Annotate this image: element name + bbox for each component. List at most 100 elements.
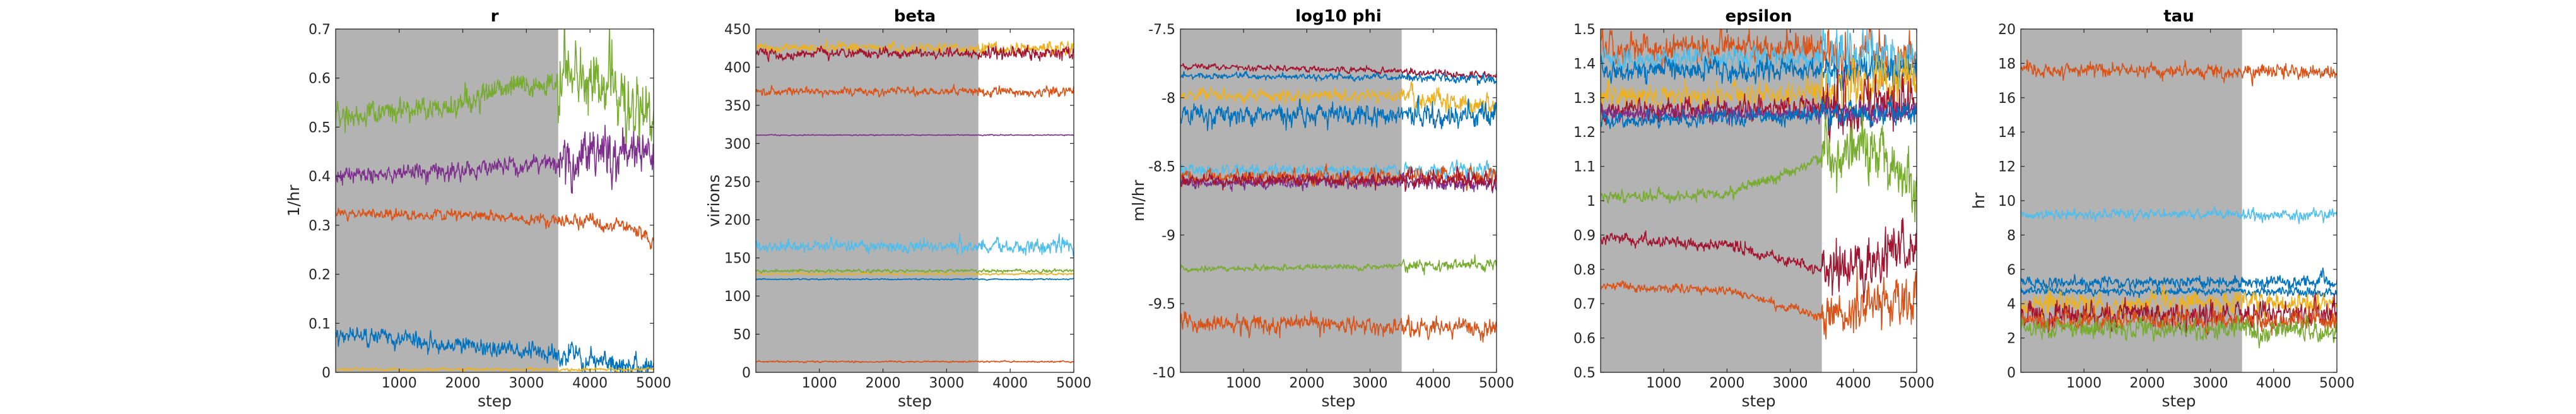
x-tick-label: 1000 xyxy=(802,376,837,391)
series-line-4 xyxy=(1180,95,1497,131)
y-tick-label: -10 xyxy=(1153,365,1175,381)
series-line-9 xyxy=(1601,217,1917,303)
axes-box xyxy=(335,28,654,373)
series-line-8 xyxy=(2021,312,2337,349)
y-tick-label: 1 xyxy=(1587,194,1596,210)
series-line-5 xyxy=(1601,69,1917,143)
y-tick-label: 16 xyxy=(1998,91,2016,107)
series-line-4 xyxy=(756,134,1074,136)
chart-title: beta xyxy=(894,7,936,26)
y-tick-label: 0.7 xyxy=(309,22,331,38)
y-tick-label: 1.3 xyxy=(1573,91,1596,107)
series-line-6 xyxy=(2021,292,2337,337)
x-axis-label: step xyxy=(1741,392,1775,410)
y-tick-label: 1.4 xyxy=(1573,56,1596,72)
series-line-3 xyxy=(756,84,1074,98)
series-line-2 xyxy=(336,124,654,194)
y-tick-label: 0 xyxy=(742,365,751,381)
x-tick-label: 3000 xyxy=(509,376,544,391)
series-line-9 xyxy=(1180,254,1497,276)
y-tick-label: 0.5 xyxy=(1573,365,1596,381)
y-tick-label: 250 xyxy=(724,175,751,191)
y-tick-label: 100 xyxy=(724,289,751,305)
series-line-1 xyxy=(2021,59,2337,86)
y-axis-label: virions xyxy=(705,174,723,227)
y-tick-label: 2 xyxy=(2007,331,2016,347)
x-tick-label: 4000 xyxy=(2256,376,2291,391)
burn-in-region xyxy=(756,29,979,372)
x-tick-label: 5000 xyxy=(1056,376,1091,391)
y-tick-label: 0.6 xyxy=(1573,331,1596,347)
y-tick-label: 0.7 xyxy=(1573,297,1596,312)
y-tick-label: -9 xyxy=(1162,228,1175,244)
y-tick-label: 0.1 xyxy=(309,316,331,332)
y-tick-label: 20 xyxy=(1998,22,2016,38)
y-tick-label: -7.5 xyxy=(1148,22,1175,38)
chart-title: tau xyxy=(2163,7,2194,26)
x-tick-label: 1000 xyxy=(2066,376,2102,391)
x-tick-label: 2000 xyxy=(1709,376,1744,391)
y-tick-label: 18 xyxy=(1998,56,2016,72)
y-tick-label: 400 xyxy=(724,60,751,76)
chart-title: r xyxy=(491,7,499,26)
y-axis-label: 1/hr xyxy=(285,184,303,216)
x-tick-label: 5000 xyxy=(1479,376,1514,391)
x-tick-label: 3000 xyxy=(1773,376,1808,391)
x-axis-label: step xyxy=(2161,392,2196,410)
series-line-4 xyxy=(2021,285,2337,299)
y-tick-label: 0.5 xyxy=(309,120,331,136)
chart-panel-log10-phi: 1000 2000 3000 4000 5000 -10 -9.5 -9 -8.5 -8 -7.5 l… xyxy=(1129,7,1514,410)
x-tick-label: 4000 xyxy=(1416,376,1451,391)
burn-in-region xyxy=(1601,29,1822,372)
y-tick-label: 0.3 xyxy=(309,218,331,234)
series-line-9 xyxy=(756,360,1074,364)
series-line-8 xyxy=(1180,165,1497,192)
x-tick-label: 1000 xyxy=(1226,376,1261,391)
x-tick-label: 5000 xyxy=(636,376,671,391)
x-tick-label: 3000 xyxy=(2193,376,2228,391)
chart-panel-beta: 1000 2000 3000 4000 5000 0 50 100 150 200 250 300 35… xyxy=(705,7,1091,410)
y-tick-label: 0 xyxy=(2007,365,2016,381)
series-line-5 xyxy=(336,367,654,372)
series-line-4 xyxy=(1601,50,1917,121)
axes-box xyxy=(755,28,1074,373)
y-tick-label: 1.1 xyxy=(1573,160,1596,175)
x-tick-label: 3000 xyxy=(1353,376,1388,391)
y-tick-label: 0.8 xyxy=(1573,263,1596,278)
y-tick-label: 50 xyxy=(733,328,751,343)
y-tick-label: 0 xyxy=(322,365,331,381)
y-tick-label: 0.9 xyxy=(1573,228,1596,244)
axes-box xyxy=(1180,28,1497,373)
chart-panel-tau: 1000 2000 3000 4000 5000 0 2 4 6 8 10 12 14 16 18 20 tau… xyxy=(1970,7,2355,410)
x-tick-label: 1000 xyxy=(382,376,417,391)
y-tick-label: 350 xyxy=(724,98,751,114)
chart-panel-epsilon: 1000 2000 3000 4000 5000 0.5 0.6 0.7 0.8 0.9 1 1.1 1… xyxy=(1573,7,1934,410)
chart-title: epsilon xyxy=(1726,7,1792,26)
x-tick-label: 2000 xyxy=(2129,376,2165,391)
y-tick-label: 0.2 xyxy=(309,268,331,283)
series-line-7 xyxy=(1180,172,1497,194)
y-tick-label: 4 xyxy=(2007,297,2016,312)
series-line-2 xyxy=(2021,206,2337,225)
x-tick-label: 4000 xyxy=(992,376,1028,391)
y-tick-label: 14 xyxy=(1998,125,2016,141)
series-line-8 xyxy=(756,278,1074,281)
y-tick-label: 1.2 xyxy=(1573,125,1596,141)
y-tick-label: 8 xyxy=(2007,228,2016,244)
series-line-7 xyxy=(1601,95,1917,131)
x-axis-label: step xyxy=(478,392,512,410)
burn-in-region xyxy=(1180,29,1402,372)
series-line-8 xyxy=(1601,113,1917,223)
x-tick-label: 2000 xyxy=(866,376,901,391)
x-tick-label: 5000 xyxy=(1899,376,1934,391)
y-axis-label: ml/hr xyxy=(1129,179,1148,222)
y-tick-label: -9.5 xyxy=(1148,297,1175,312)
y-tick-label: -8 xyxy=(1162,91,1175,107)
series-line-3 xyxy=(1180,81,1497,117)
y-tick-label: 200 xyxy=(724,213,751,228)
y-tick-label: 12 xyxy=(1998,160,2016,175)
series-line-10 xyxy=(1180,310,1497,343)
y-tick-label: 10 xyxy=(1998,194,2016,210)
x-tick-label: 2000 xyxy=(445,376,481,391)
